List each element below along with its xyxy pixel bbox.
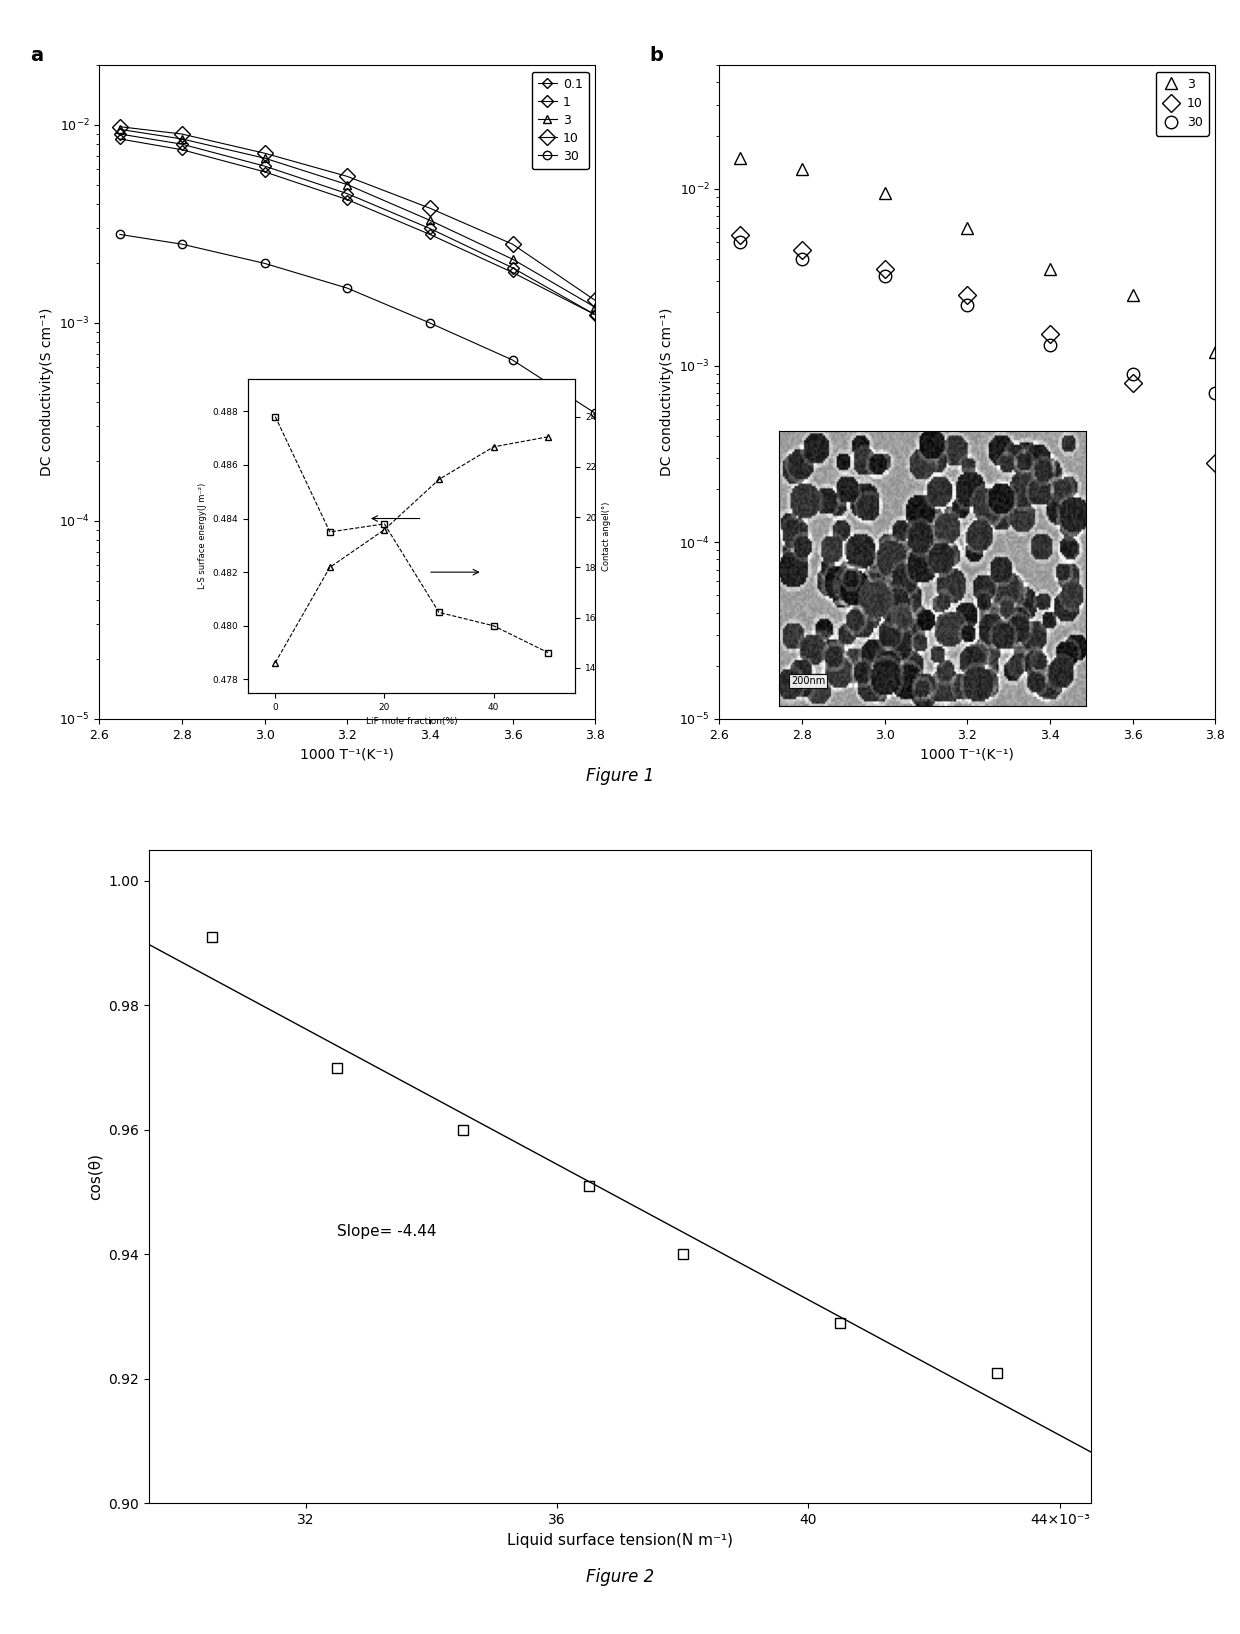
Y-axis label: DC conductivity(S cm⁻¹): DC conductivity(S cm⁻¹) [40, 307, 53, 477]
3 [960, 219, 975, 239]
10 [588, 291, 603, 310]
Text: Figure 2: Figure 2 [585, 1567, 655, 1587]
30 [423, 314, 438, 333]
Y-axis label: cos(θ): cos(θ) [88, 1154, 103, 1199]
Y-axis label: Contact angel(°): Contact angel(°) [603, 502, 611, 570]
3 [877, 183, 892, 203]
3 [113, 119, 128, 139]
10 [113, 118, 128, 137]
Text: Slope= -4.44: Slope= -4.44 [337, 1224, 436, 1239]
Legend: 3, 10, 30: 3, 10, 30 [1156, 72, 1209, 136]
Line: 1: 1 [115, 129, 599, 319]
10 [505, 234, 520, 253]
X-axis label: 1000 T⁻¹(K⁻¹): 1000 T⁻¹(K⁻¹) [300, 747, 394, 761]
3 [1125, 286, 1140, 306]
30 [340, 278, 355, 297]
30 [1125, 364, 1140, 384]
0.1 [113, 129, 128, 149]
10 [733, 225, 748, 245]
1 [423, 219, 438, 239]
30 [795, 250, 810, 270]
30 [733, 232, 748, 252]
3 [588, 297, 603, 317]
10 [1125, 373, 1140, 392]
1 [588, 306, 603, 325]
30 [257, 253, 272, 273]
30 [1208, 382, 1223, 402]
30 [175, 234, 190, 253]
3 [423, 211, 438, 230]
10 [257, 144, 272, 163]
3 [257, 149, 272, 168]
1 [257, 157, 272, 176]
10 [877, 260, 892, 279]
10 [960, 286, 975, 306]
30 [588, 404, 603, 423]
0.1 [175, 141, 190, 160]
10 [423, 198, 438, 217]
0.1 [257, 162, 272, 181]
3 [340, 175, 355, 194]
Legend: 0.1, 1, 3, 10, 30: 0.1, 1, 3, 10, 30 [532, 72, 589, 168]
10 [340, 167, 355, 186]
3 [505, 250, 520, 270]
X-axis label: 1000 T⁻¹(K⁻¹): 1000 T⁻¹(K⁻¹) [920, 747, 1014, 761]
0.1 [340, 190, 355, 209]
0.1 [423, 224, 438, 243]
Line: 0.1: 0.1 [117, 136, 599, 319]
30 [960, 296, 975, 315]
1 [505, 258, 520, 278]
3 [1043, 260, 1058, 279]
30 [1043, 335, 1058, 355]
1 [175, 134, 190, 154]
Text: a: a [30, 46, 43, 65]
Y-axis label: DC conductivity(S cm⁻¹): DC conductivity(S cm⁻¹) [660, 307, 673, 477]
Line: 3: 3 [115, 126, 599, 312]
1 [340, 183, 355, 203]
Line: 10: 10 [734, 229, 1221, 469]
Text: b: b [650, 46, 663, 65]
Text: Figure 1: Figure 1 [585, 766, 655, 786]
Line: 30: 30 [115, 230, 599, 417]
10 [795, 240, 810, 260]
3 [795, 158, 810, 178]
Line: 3: 3 [734, 152, 1221, 358]
3 [175, 129, 190, 149]
0.1 [505, 263, 520, 283]
Line: 30: 30 [734, 235, 1221, 399]
1 [113, 124, 128, 144]
Line: 10: 10 [114, 121, 600, 306]
10 [1208, 454, 1223, 474]
10 [1043, 325, 1058, 345]
X-axis label: Liquid surface tension(N m⁻¹): Liquid surface tension(N m⁻¹) [507, 1533, 733, 1547]
3 [733, 149, 748, 168]
10 [175, 124, 190, 144]
0.1 [588, 306, 603, 325]
30 [877, 266, 892, 286]
30 [113, 224, 128, 243]
30 [505, 350, 520, 369]
3 [1208, 342, 1223, 361]
